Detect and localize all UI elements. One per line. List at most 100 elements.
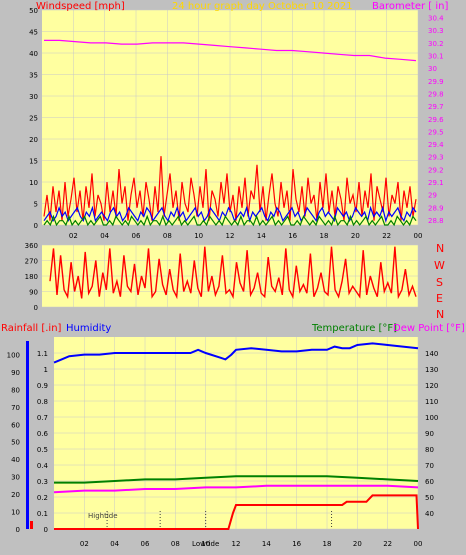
time-tick-label: 10	[194, 232, 203, 240]
low-line	[43, 214, 417, 227]
barometer-tick-label: 30	[428, 65, 437, 73]
rain-tick-label: 1.1	[37, 350, 48, 358]
temperature-tick-label: 130	[425, 366, 438, 374]
time-tick-label: 18	[323, 540, 332, 548]
climate-panel-ticks: 0 0.1 0.2 0.3 0.4 0.5 0.6 0.7 0.8 0.9 1 1.1 0 10 20 30 4…	[7, 341, 438, 548]
windspeed-tick-label: 5	[34, 201, 38, 209]
time-tick-label: 02	[69, 232, 78, 240]
humidity-tick-label: 60	[11, 421, 20, 429]
direction-panel-ticks: 360 270 180 90 0	[25, 242, 38, 312]
rain-tick-label: 0.7	[37, 414, 48, 422]
time-tick-label: 10	[201, 540, 210, 548]
direction-tick-label: 270	[25, 258, 38, 266]
temperature-line	[54, 475, 419, 484]
climate-panel-grid	[54, 337, 419, 530]
rain-tick-label: 0.2	[37, 494, 48, 502]
dew_point-line	[53, 484, 419, 494]
time-tick-label: 16	[292, 540, 301, 548]
dew-point-axis-label: Dew Point [°F]	[393, 323, 465, 334]
rain-tick-label: 0.6	[37, 430, 49, 438]
time-tick-label: 22	[382, 232, 391, 240]
wind-panel-ticks: 0 5 10 15 20 25 30 35 40 45 50 28.8 28.9 29 29.1 29.2 29…	[29, 7, 444, 240]
time-tick-label: 00	[414, 540, 423, 548]
direction-tick-label: 180	[25, 273, 38, 281]
direction-tick-label: 360	[25, 242, 38, 250]
time-tick-label: 02	[80, 540, 89, 548]
humidity-tick-label: 10	[11, 509, 20, 517]
barometer-tick-label: 28.9	[428, 204, 444, 212]
rainfall-line	[54, 494, 419, 530]
humidity-tick-label: 80	[11, 386, 20, 394]
barometer-tick-label: 29.2	[428, 166, 444, 174]
time-tick-label: 22	[383, 540, 392, 548]
rain-tick-label: 0	[44, 526, 48, 534]
temperature-tick-label: 140	[425, 350, 438, 358]
rain-tick-label: 0.8	[37, 398, 48, 406]
time-tick-label: 06	[132, 232, 141, 240]
rain-tick-label: 0.3	[37, 478, 48, 486]
windspeed-axis-label: Windspeed [mph]	[36, 1, 125, 12]
temperature-tick-label: 100	[425, 414, 438, 422]
time-tick-label: 04	[100, 232, 109, 240]
rain-axis-bar	[30, 521, 33, 529]
time-tick-label: 04	[110, 540, 119, 548]
windspeed-tick-label: 50	[29, 7, 38, 15]
humidity-tick-label: 70	[11, 404, 20, 412]
time-tick-label: 20	[351, 232, 360, 240]
direction-tick-label: 90	[29, 289, 38, 297]
temperature-tick-label: 60	[425, 478, 434, 486]
temperature-tick-label: 90	[425, 430, 434, 438]
time-tick-label: Lowtide	[192, 540, 219, 548]
windspeed-tick-label: 45	[29, 29, 38, 37]
climate-panel-series	[53, 342, 419, 530]
windspeed-tick-label: 30	[29, 93, 38, 101]
barometer-tick-label: 28.8	[428, 217, 444, 225]
rain-tick-label: 0.9	[37, 382, 48, 390]
barometer-tick-label: 29.9	[428, 78, 444, 86]
windspeed-tick-label: 10	[29, 179, 38, 187]
time-tick-label: 12	[232, 540, 241, 548]
rain-tick-label: 1	[44, 366, 48, 374]
humidity-axis-bar	[26, 341, 29, 529]
windspeed-tick-label: 25	[29, 115, 38, 123]
temperature-tick-label: 110	[425, 398, 438, 406]
temperature-tick-label: 70	[425, 462, 434, 470]
windspeed-tick-label: 20	[29, 136, 38, 144]
barometer-axis-label: Barometer [ in]	[372, 1, 448, 12]
compass-n-bottom: N	[436, 308, 444, 321]
temperature-tick-label: 80	[425, 446, 434, 454]
compass-e: E	[436, 292, 443, 305]
windspeed-tick-label: 0	[34, 222, 38, 230]
wind-panel-series	[43, 39, 417, 227]
humidity-axis-label: Humidity	[66, 323, 111, 334]
barometer-tick-label: 30.1	[428, 53, 444, 61]
barometer-tick-label: 29	[428, 192, 437, 200]
direction-tick-label: 0	[34, 304, 38, 312]
time-tick-label: 14	[257, 232, 266, 240]
barometer-tick-label: 29.6	[428, 116, 444, 124]
time-tick-label: 00	[414, 232, 423, 240]
direction-line	[49, 246, 417, 300]
humidity-tick-label: 50	[11, 439, 20, 447]
compass-w: W	[434, 259, 445, 272]
barometer-tick-label: 30.3	[428, 27, 444, 35]
temperature-axis-label: Temperature [°F]	[311, 323, 397, 334]
time-tick-label: 08	[163, 232, 172, 240]
direction-panel-grid	[42, 244, 419, 308]
time-tick-label: 20	[353, 540, 362, 548]
windspeed-tick-label: 40	[29, 50, 38, 58]
barometer-tick-label: 29.1	[428, 179, 444, 187]
humidity-tick-label: 90	[11, 369, 20, 377]
temperature-tick-label: 120	[425, 382, 438, 390]
avg-line	[43, 205, 417, 223]
time-tick-label: 16	[288, 232, 297, 240]
rainfall-axis-label: Rainfall [.in]	[1, 323, 62, 334]
humidity-tick-label: 30	[11, 474, 20, 482]
rain-tick-label: 0.1	[37, 510, 48, 518]
rain-tick-label: 0.5	[37, 446, 48, 454]
wind-panel-grid	[42, 9, 419, 226]
hightide-annotation: Hightide	[88, 512, 118, 520]
time-tick-label: 14	[262, 540, 271, 548]
humidity-tick-label: 20	[11, 491, 20, 499]
humidity-tick-label: 0	[16, 526, 20, 534]
